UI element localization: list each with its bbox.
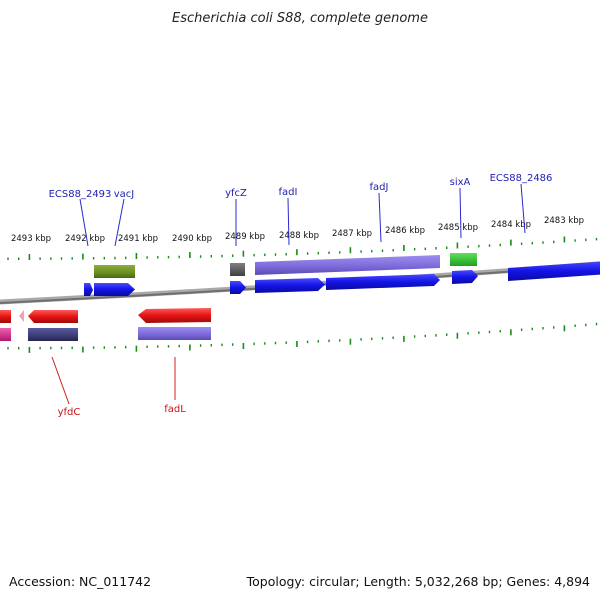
gene-label-ECS88_2486[interactable]: ECS88_2486	[490, 173, 553, 184]
cds-arrow-yfcZ[interactable]	[230, 281, 246, 294]
map-title: Escherichia coli S88, complete genome	[172, 11, 428, 26]
gene-label-fadI[interactable]: fadI	[279, 187, 298, 198]
gene-label-fadL[interactable]: fadL	[164, 404, 186, 415]
leader-vacJ	[114, 198, 125, 247]
leader-yfdC	[51, 356, 70, 405]
scale-ticks-outer	[7, 236, 598, 260]
accession-text: Accession: NC_011742	[9, 574, 152, 589]
leader-fadJ	[378, 192, 382, 243]
label-leaders	[51, 183, 526, 405]
cds-arrow-sixA[interactable]	[452, 270, 478, 284]
gene-label-yfdC[interactable]: yfdC	[58, 407, 81, 418]
cds-arrow-fadJ[interactable]	[326, 274, 440, 290]
cds-arrow-ECS88_2486[interactable]	[508, 261, 600, 281]
gene-label-ECS88_2493[interactable]: ECS88_2493	[49, 189, 112, 200]
tick-label: 2484 kbp	[491, 220, 531, 230]
tick-label: 2489 kbp	[225, 232, 265, 242]
tick-label: 2487 kbp	[332, 229, 372, 239]
leader-sixA	[459, 187, 462, 239]
forward-strand-row	[84, 261, 600, 296]
scale-labels: 2493 kbp 2492 kbp 2491 kbp 2490 kbp 2489…	[11, 216, 584, 244]
tick-label: 2491 kbp	[118, 234, 158, 244]
vacJ-feature[interactable]	[94, 265, 135, 278]
tick-label: 2485 kbp	[438, 223, 478, 233]
leader-ECS88_2493	[79, 198, 89, 247]
cds-arrow-fadL[interactable]	[138, 308, 211, 323]
reverse-strand-row	[0, 308, 211, 323]
cds-arrow-yfdC[interactable]	[28, 310, 78, 323]
gene-label-fadJ[interactable]: fadJ	[370, 182, 389, 193]
inner-feature-row	[0, 327, 211, 341]
leader-fadI	[287, 197, 290, 246]
cds-arrow-fadI[interactable]	[255, 278, 325, 293]
leader-ECS88_2486	[520, 183, 526, 234]
scale-ticks-inner	[7, 322, 598, 353]
yfcZ-feature[interactable]	[230, 263, 245, 276]
tick-label: 2483 kbp	[544, 216, 584, 226]
fadI-fadJ-feature[interactable]	[255, 255, 440, 275]
inner-pink-feature[interactable]	[0, 328, 11, 341]
gene-label-vacJ[interactable]: vacJ	[114, 189, 135, 200]
cds-arrow-small[interactable]	[19, 310, 24, 322]
yfdC-feature[interactable]	[28, 328, 78, 341]
fadL-feature[interactable]	[138, 327, 211, 340]
genome-summary-text: Topology: circular; Length: 5,032,268 bp…	[246, 574, 590, 589]
tick-label: 2492 kbp	[65, 234, 105, 244]
tick-label: 2488 kbp	[279, 231, 319, 241]
cds-arrow-left-edge[interactable]	[0, 310, 11, 323]
sixA-feature[interactable]	[450, 253, 477, 266]
gene-label-sixA[interactable]: sixA	[450, 177, 471, 188]
gene-labels-bottom: yfdC fadL	[58, 404, 187, 418]
tick-label: 2493 kbp	[11, 234, 51, 244]
cds-arrow-ECS88_2493[interactable]	[84, 283, 93, 296]
outer-feature-row	[94, 253, 477, 278]
gene-label-yfcZ[interactable]: yfcZ	[225, 188, 247, 199]
tick-label: 2490 kbp	[172, 234, 212, 244]
tick-label: 2486 kbp	[385, 226, 425, 236]
cds-arrow-vacJ[interactable]	[94, 283, 135, 296]
gene-labels-top: ECS88_2493 vacJ yfcZ fadI fadJ sixA ECS8…	[49, 173, 553, 200]
